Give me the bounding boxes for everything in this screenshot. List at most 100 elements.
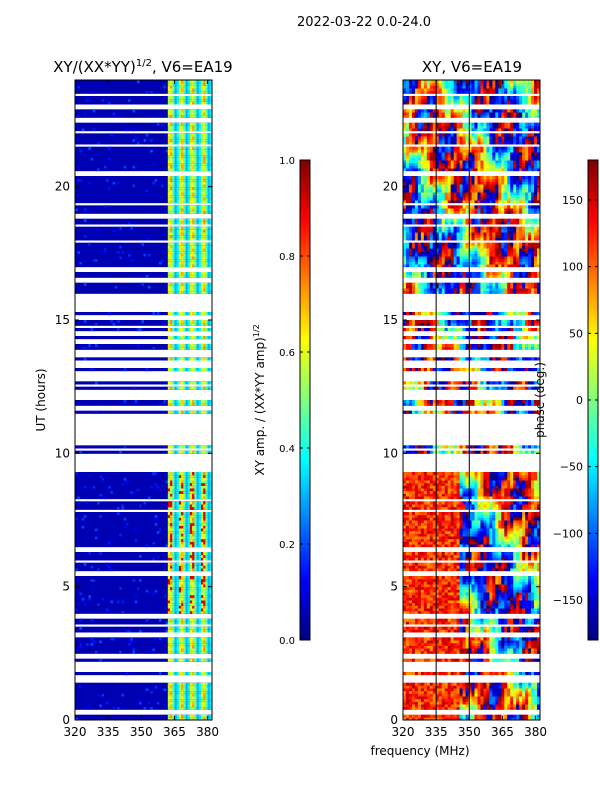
phase-cell — [456, 706, 461, 710]
amplitude-cell — [187, 650, 191, 654]
amplitude-cell — [207, 218, 211, 222]
amplitude-cell — [198, 717, 202, 721]
amplitude-cell — [203, 578, 206, 582]
amplitude-cell — [94, 229, 98, 233]
phase-cell — [471, 594, 475, 598]
phase-cell — [516, 650, 520, 654]
amplitude-background-row — [75, 610, 212, 614]
phase-cell — [441, 645, 446, 649]
amplitude-cell — [207, 541, 211, 545]
amplitude-cell — [192, 128, 195, 132]
phase-cell — [435, 626, 440, 630]
amplitude-cell — [196, 517, 200, 521]
amplitude-cell — [185, 272, 189, 276]
amplitude-cell — [192, 592, 195, 596]
amplitude-cell — [187, 226, 191, 230]
amplitude-cell — [178, 690, 182, 694]
phase-cell — [435, 696, 440, 700]
phase-cell — [486, 685, 490, 689]
amplitude-cell — [170, 133, 173, 137]
amplitude-cell — [183, 128, 186, 132]
amplitude-cell — [209, 514, 213, 518]
amplitude-cell — [192, 133, 195, 137]
phase-cell — [453, 645, 458, 649]
amplitude-cell — [176, 141, 180, 145]
amplitude-cell — [176, 533, 180, 537]
amplitude-cell — [192, 149, 195, 153]
amplitude-cell — [196, 234, 200, 238]
phase-cell — [420, 714, 425, 718]
amplitude-cell — [83, 357, 87, 361]
amplitude-cell — [200, 589, 204, 593]
amplitude-cell — [183, 208, 186, 212]
amplitude-cell — [189, 557, 193, 561]
phase-cell — [438, 586, 443, 590]
phase-cell — [522, 645, 526, 649]
amplitude-background-row — [75, 122, 212, 126]
amplitude-cell — [194, 565, 198, 569]
amplitude-cell — [198, 690, 202, 694]
amplitude-cell — [172, 552, 175, 556]
phase-cell — [537, 688, 541, 692]
amplitude-cell — [192, 512, 195, 516]
amplitude-cell — [174, 248, 178, 252]
amplitude-cell — [209, 154, 213, 158]
phase-cell — [504, 589, 508, 593]
amplitude-cell — [196, 578, 200, 582]
phase-cell — [534, 597, 538, 601]
amplitude-cell — [209, 85, 213, 89]
phase-cell — [405, 650, 410, 654]
phase-cell — [537, 650, 541, 654]
phase-cell — [456, 618, 461, 622]
amplitude-cell — [178, 250, 182, 254]
amplitude-cell — [205, 381, 209, 385]
phase-cell — [513, 642, 517, 646]
phase-cell — [474, 594, 478, 598]
amplitude-cell — [178, 592, 182, 596]
phase-cell — [429, 618, 434, 622]
amplitude-cell — [170, 125, 173, 129]
amplitude-cell — [203, 522, 206, 526]
amplitude-cell — [187, 96, 191, 100]
amplitude-cell — [172, 226, 175, 230]
amplitude-cell — [185, 488, 189, 492]
phase-cell — [447, 586, 452, 590]
amplitude-cell — [189, 90, 193, 94]
phase-cell — [507, 629, 511, 633]
amplitude-cell — [181, 562, 184, 566]
amplitude-cell — [183, 181, 186, 185]
phase-cell — [528, 589, 532, 593]
amplitude-cell — [77, 178, 80, 182]
amplitude-cell — [183, 274, 186, 278]
amplitude-cell — [196, 672, 200, 676]
phase-cell — [507, 642, 511, 646]
amplitude-cell — [112, 229, 116, 233]
phase-cell — [477, 650, 481, 654]
amplitude-cell — [172, 245, 175, 249]
amplitude-cell — [209, 160, 213, 164]
amplitude-cell — [192, 165, 195, 169]
amplitude-cell — [183, 608, 186, 612]
amplitude-cell — [189, 186, 193, 190]
phase-cell — [474, 682, 478, 686]
phase-cell — [504, 688, 508, 692]
phase-cell — [528, 621, 532, 625]
amplitude-cell — [178, 136, 182, 140]
amplitude-cell — [209, 578, 213, 582]
amplitude-cell — [170, 589, 173, 593]
amplitude-cell — [203, 586, 206, 590]
amplitude-cell — [196, 696, 200, 700]
amplitude-cell — [189, 256, 193, 260]
amplitude-cell — [198, 477, 202, 481]
amplitude-cell — [194, 480, 198, 484]
amplitude-cell — [198, 528, 202, 532]
amplitude-cell — [119, 245, 122, 249]
amplitude-cell — [198, 176, 202, 180]
amplitude-cell — [183, 320, 186, 324]
amplitude-cell — [207, 184, 211, 188]
phase-cell — [408, 586, 413, 590]
phase-cell — [531, 637, 535, 641]
phase-cell — [429, 701, 434, 705]
amplitude-cell — [176, 594, 180, 598]
amplitude-cell — [198, 410, 202, 414]
